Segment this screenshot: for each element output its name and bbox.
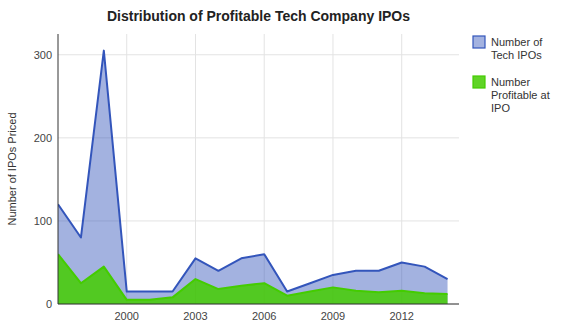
y-grid-line <box>58 137 459 138</box>
y-axis-line <box>58 34 59 304</box>
y-grid-line <box>58 304 459 305</box>
chart-svg: 0 100 200 300 2000 2003 2006 2009 2012 Distributi… <box>0 0 587 332</box>
legend-label-line: Number of <box>491 36 543 48</box>
plot-background <box>58 34 459 304</box>
grid <box>58 34 459 304</box>
x-grid-line <box>332 34 333 304</box>
area-line <box>58 254 448 300</box>
chart-title: Distribution of Profitable Tech Company … <box>107 8 410 24</box>
legend-label: NumberProfitable atIPO <box>491 76 550 114</box>
area-line <box>58 51 448 292</box>
x-axis-line <box>58 304 459 305</box>
legend-label-line: Number <box>491 76 530 88</box>
y-tick-label: 0 <box>46 298 52 310</box>
legend-label-line: IPO <box>491 102 510 114</box>
x-tick-label: 2006 <box>252 310 276 322</box>
y-tick-label: 100 <box>34 215 52 227</box>
legend-label-line: Tech IPOs <box>491 49 542 61</box>
y-tick-label: 200 <box>34 132 52 144</box>
area-fill <box>58 254 448 304</box>
y-grid-line <box>58 54 459 55</box>
legend-swatch <box>473 36 485 48</box>
y-tick-label: 300 <box>34 49 52 61</box>
legend-label: Number ofTech IPOs <box>491 36 543 61</box>
legend-swatch <box>473 76 485 88</box>
data-group <box>58 51 448 304</box>
x-tick-label: 2000 <box>115 310 139 322</box>
x-tick-label: 2012 <box>389 310 413 322</box>
x-tick-label: 2003 <box>183 310 207 322</box>
x-grid-line <box>126 34 127 304</box>
legend-label-line: Profitable at <box>491 89 550 101</box>
legend: Number ofTech IPOs NumberProfitable atIPO <box>473 36 550 114</box>
y-axis-label: Number of IPOs Priced <box>6 112 18 225</box>
area-fill <box>58 51 448 304</box>
x-tick-label: 2009 <box>321 310 345 322</box>
chart-container: 0 100 200 300 2000 2003 2006 2009 2012 Distributi… <box>0 0 587 332</box>
